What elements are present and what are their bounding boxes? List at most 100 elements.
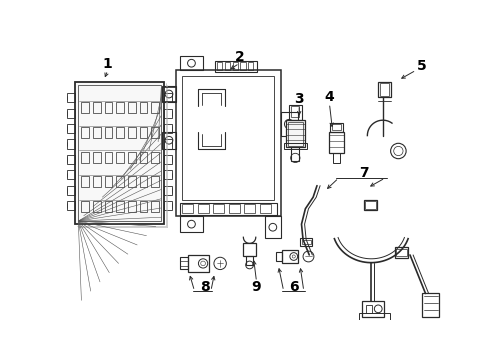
Text: 8: 8 <box>200 279 210 293</box>
Bar <box>281 112 297 136</box>
Bar <box>78 85 161 221</box>
Text: 9: 9 <box>252 279 261 293</box>
Bar <box>68 93 75 103</box>
Text: 6: 6 <box>289 279 298 293</box>
Bar <box>75 82 164 224</box>
Bar <box>68 139 75 149</box>
Bar <box>332 124 341 130</box>
Bar <box>229 204 240 213</box>
Bar <box>217 62 222 70</box>
Bar <box>164 139 172 149</box>
Bar <box>288 122 303 145</box>
Bar <box>282 249 297 264</box>
Bar <box>93 176 101 187</box>
Bar <box>301 239 311 244</box>
Bar <box>292 106 299 117</box>
Bar <box>68 155 75 164</box>
Bar <box>162 132 176 149</box>
Bar <box>365 201 376 209</box>
Bar <box>164 170 172 180</box>
Bar <box>213 204 224 213</box>
Bar <box>128 127 136 138</box>
Bar <box>162 86 176 103</box>
Bar <box>140 127 147 138</box>
Bar <box>105 103 112 113</box>
Bar <box>180 56 203 70</box>
Bar <box>81 176 89 187</box>
Bar <box>151 103 159 113</box>
Bar <box>68 109 75 118</box>
Bar <box>225 62 230 70</box>
Bar <box>362 301 384 316</box>
Bar <box>248 62 253 70</box>
Bar <box>128 201 136 212</box>
Bar <box>164 201 172 210</box>
Bar <box>394 247 409 258</box>
Bar <box>151 152 159 163</box>
Bar <box>244 243 256 256</box>
Bar <box>197 204 209 213</box>
Bar <box>93 103 101 113</box>
Bar <box>244 204 255 213</box>
Bar <box>366 305 372 313</box>
Bar <box>116 201 124 212</box>
Text: 5: 5 <box>417 59 426 73</box>
Bar <box>180 203 277 215</box>
Bar <box>140 152 147 163</box>
Bar <box>93 152 101 163</box>
Bar <box>68 201 75 210</box>
Bar <box>68 170 75 180</box>
Bar <box>68 124 75 133</box>
Bar <box>188 255 209 272</box>
Bar <box>128 152 136 163</box>
Bar <box>81 201 89 212</box>
Text: 2: 2 <box>235 50 245 64</box>
Bar <box>378 82 391 97</box>
Bar <box>182 204 193 213</box>
Bar <box>140 103 147 113</box>
Bar <box>260 204 270 213</box>
Bar <box>265 216 281 238</box>
Text: 3: 3 <box>294 92 304 105</box>
Bar <box>180 257 188 269</box>
Bar <box>151 201 159 212</box>
Bar <box>233 62 238 70</box>
Bar <box>105 127 112 138</box>
Text: 1: 1 <box>103 57 113 71</box>
Text: 7: 7 <box>359 166 368 180</box>
Bar <box>329 132 344 153</box>
Bar <box>151 127 159 138</box>
Bar <box>180 216 203 232</box>
Bar <box>396 249 407 256</box>
Bar <box>215 61 257 72</box>
Bar <box>286 120 305 147</box>
Bar <box>105 201 112 212</box>
Bar <box>164 155 172 164</box>
Bar <box>81 127 89 138</box>
Bar <box>380 83 389 95</box>
Bar <box>140 201 147 212</box>
Bar <box>176 70 281 216</box>
Bar <box>240 62 245 70</box>
Bar <box>164 109 172 118</box>
Bar <box>284 143 307 149</box>
Bar <box>422 293 440 316</box>
Bar <box>93 127 101 138</box>
Bar <box>93 201 101 212</box>
Bar <box>81 103 89 113</box>
Bar <box>359 313 390 320</box>
Bar <box>276 252 282 261</box>
Bar <box>300 238 312 246</box>
Bar <box>289 105 301 120</box>
Bar <box>245 256 253 265</box>
Bar <box>164 186 172 195</box>
Bar <box>68 186 75 195</box>
Bar <box>182 76 274 199</box>
Bar <box>116 103 124 113</box>
Bar <box>128 176 136 187</box>
Bar <box>333 153 340 163</box>
Bar <box>81 152 89 163</box>
Bar <box>116 176 124 187</box>
Bar <box>164 93 172 103</box>
Bar <box>151 176 159 187</box>
